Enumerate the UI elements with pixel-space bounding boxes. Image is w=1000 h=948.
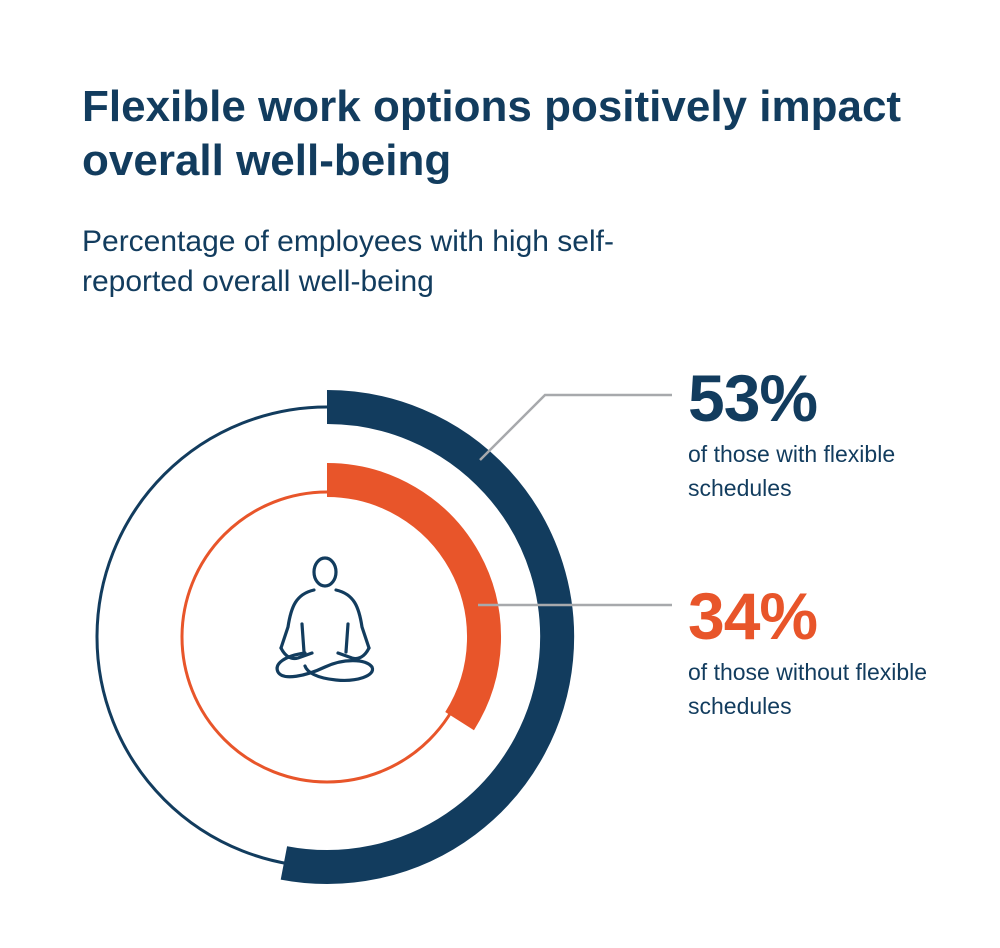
stat-label: of those with flexible schedules [688,441,896,501]
chart-title: Flexible work options positively impact … [82,82,902,185]
inner-arc-without-flexible [326,463,501,731]
stat-value: 53% [688,361,818,435]
stat-with-flexible: 53% of those with flexible schedules [688,365,938,505]
outer-arc-with-flexible [280,390,575,884]
stat-value: 34% [688,579,818,653]
meditation-person-icon [275,556,375,682]
stat-without-flexible: 34% of those without flexible schedules [688,583,938,723]
connector-line-with-flexible [479,393,672,461]
chart-subtitle: Percentage of employees with high self-r… [82,225,614,298]
stat-label: of those without flexible schedules [688,659,928,719]
